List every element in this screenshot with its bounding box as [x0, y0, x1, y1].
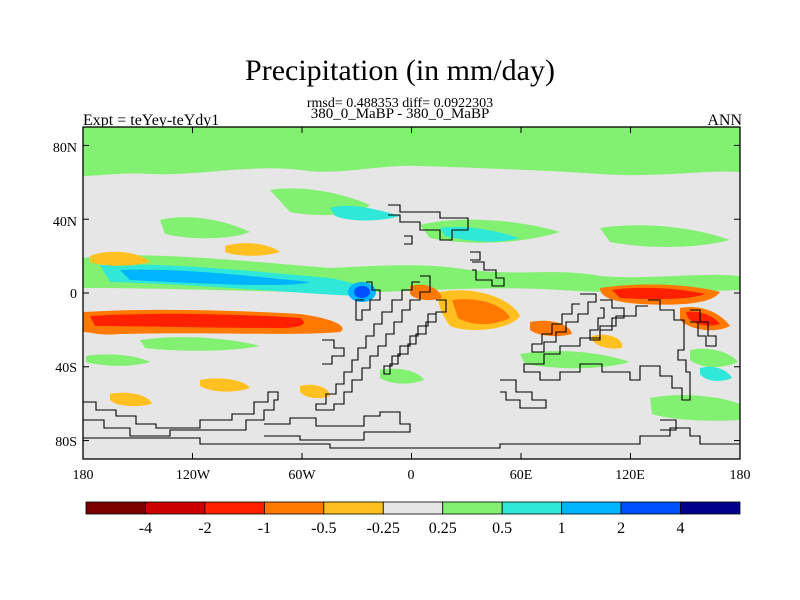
colorbar-box	[85, 501, 146, 515]
season-label: ANN	[707, 112, 742, 129]
lat-tick-0: 0	[70, 287, 77, 302]
dry-patch	[225, 243, 280, 256]
dry-region-pacific-core	[612, 287, 705, 300]
coastline-eurasia-west	[388, 204, 469, 241]
colorbar-box	[680, 501, 741, 515]
plot-subtitle: 380_0_MaBP - 380_0_MaBP	[310, 106, 490, 122]
coastline-africa-east	[383, 299, 447, 375]
lat-tick-80N: 80N	[53, 141, 77, 156]
colorbar-label: -4	[139, 520, 152, 537]
arctic-wet-region	[83, 127, 740, 176]
south-wet-patch	[690, 348, 738, 368]
colorbar-label: 0.5	[492, 520, 512, 537]
dry-region-africa-core	[452, 299, 510, 324]
colorbar-label: 1	[558, 520, 566, 537]
blue-spot-core	[354, 286, 370, 298]
cyan-patch	[330, 205, 400, 221]
colorbar-box	[323, 501, 384, 515]
lon-tick-180E: 180	[730, 468, 751, 483]
lat-tick-40S: 40S	[55, 361, 77, 376]
lon-tick-180W: 180	[73, 468, 94, 483]
colorbar-box	[263, 501, 325, 515]
coastline-antarctica-central	[264, 411, 411, 441]
midlat-wet-patch	[160, 217, 250, 239]
coastlines	[83, 204, 740, 449]
midlat-wet-patch	[600, 225, 730, 247]
coastline-island	[660, 419, 677, 431]
colorbar-box	[204, 501, 265, 515]
coastline-island	[404, 235, 413, 245]
lon-tick-60E: 60E	[510, 468, 533, 483]
cyan-patch	[440, 226, 520, 242]
colorbar-box	[561, 501, 622, 515]
south-wet-patch	[650, 395, 740, 421]
colorbar-label: -2	[198, 520, 211, 537]
coastline-antarctica-west	[83, 391, 279, 437]
coastline-west-africa	[355, 281, 381, 321]
south-wet-patch	[86, 354, 150, 366]
plot-title: Precipitation (in mm/day)	[245, 54, 555, 87]
lon-tick-0: 0	[408, 468, 415, 483]
coastline-india	[531, 293, 597, 353]
colorbar-label: 2	[617, 520, 625, 537]
colorbar-label: -0.25	[367, 520, 400, 537]
coastline-australia	[523, 299, 691, 401]
colorbar-box	[501, 501, 563, 515]
colorbar-box	[145, 501, 206, 515]
south-cyan-patch	[700, 366, 732, 381]
lon-tick-120E: 120E	[615, 468, 645, 483]
south-dry-patch	[200, 378, 250, 392]
tropical-wet-core	[120, 269, 310, 286]
south-wet-patch	[140, 337, 260, 351]
coastline-arabia	[472, 261, 505, 287]
coastline-new-guinea	[690, 309, 717, 347]
south-dry-patch	[300, 384, 330, 399]
stats-line: rmsd= 0.488353 diff= 0.0922303	[306, 96, 494, 111]
colorbar-label: -0.5	[311, 520, 336, 537]
dry-band-core	[90, 313, 304, 328]
coastline-south-atlantic	[315, 275, 431, 411]
experiment-label: Expt = teYey-teYdy1	[83, 112, 220, 129]
lat-tick-40N: 40N	[53, 215, 77, 230]
colorbar-boxes	[85, 501, 741, 515]
coastline-island	[470, 251, 481, 261]
colorbar-label: 4	[677, 520, 685, 537]
axis-ticks	[82, 127, 741, 459]
dry-patch	[90, 251, 150, 266]
south-dry-patch	[110, 392, 152, 407]
coastline-south-ocean	[500, 379, 547, 409]
coastline-south-america	[322, 339, 345, 365]
coastline-antarctica-east	[83, 427, 740, 449]
colorbar-label: -1	[258, 520, 271, 537]
colorbar-label: 0.25	[429, 520, 457, 537]
map-field	[83, 127, 740, 459]
colorbar-labels: -4 -2 -1 -0.5 -0.25 0.25 0.5 1 2 4	[139, 520, 685, 537]
lon-tick-120W: 120W	[176, 468, 211, 483]
south-wet-patch	[380, 368, 424, 384]
lat-tick-80S: 80S	[55, 435, 77, 450]
lon-tick-60W: 60W	[288, 468, 316, 483]
colorbar-box	[382, 501, 444, 515]
colorbar-box	[442, 501, 503, 515]
colorbar-box	[620, 501, 681, 515]
